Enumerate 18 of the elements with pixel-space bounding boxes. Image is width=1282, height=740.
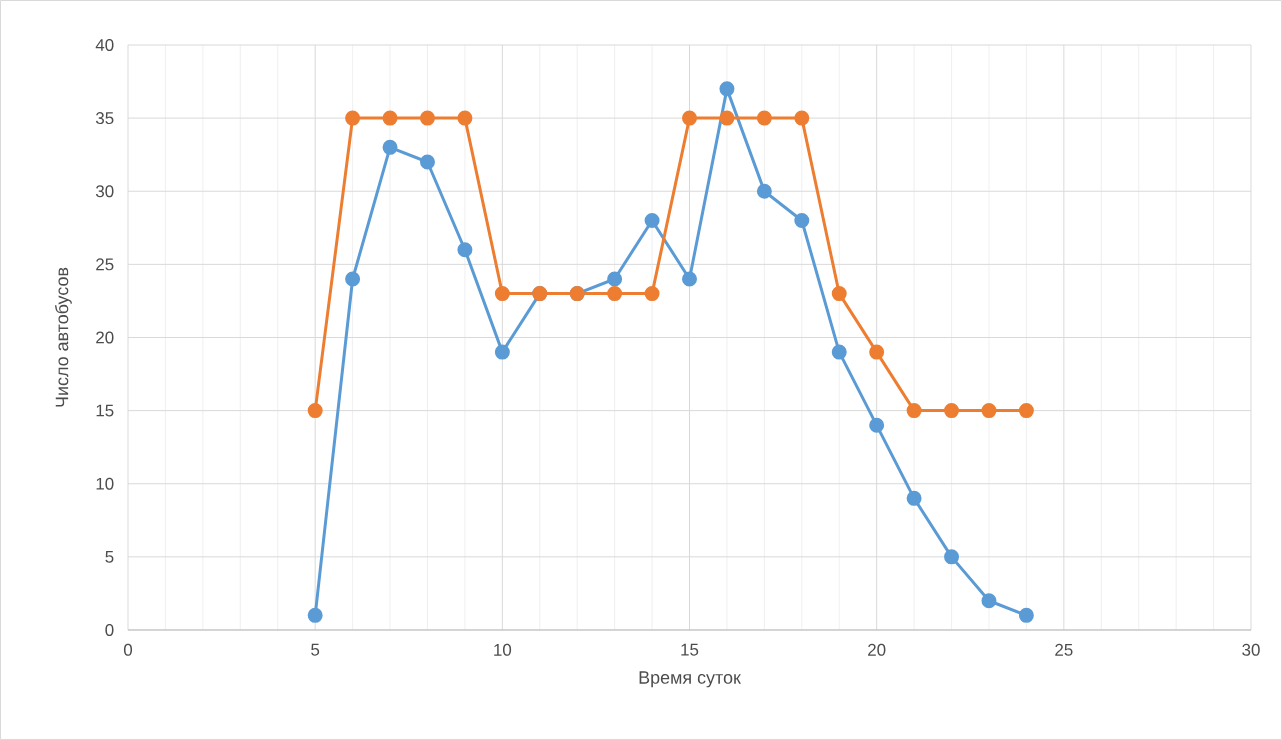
y-tick-label: 35 (95, 112, 114, 125)
y-tick-label: 15 (96, 404, 114, 417)
x-tick-label: 0 (123, 643, 133, 656)
x-tick-label: 15 (681, 643, 699, 656)
y-tick-label: 20 (96, 331, 114, 344)
x-tick-label: 20 (868, 643, 886, 656)
y-tick-label: 30 (95, 185, 114, 198)
y-axis-title: Число автобусов (54, 267, 72, 407)
y-tick-label: 10 (96, 477, 114, 490)
y-tick-label: 5 (105, 550, 114, 563)
y-tick-label: 40 (95, 38, 114, 51)
x-axis-title: Время суток (639, 671, 741, 688)
x-tick-label: 5 (311, 643, 320, 656)
x-tick-label: 30 (1242, 643, 1260, 656)
x-tick-label: 10 (494, 643, 512, 656)
y-tick-label: 25 (96, 258, 114, 271)
x-tick-label: 25 (1055, 643, 1073, 656)
y-tick-label: 0 (105, 623, 114, 636)
